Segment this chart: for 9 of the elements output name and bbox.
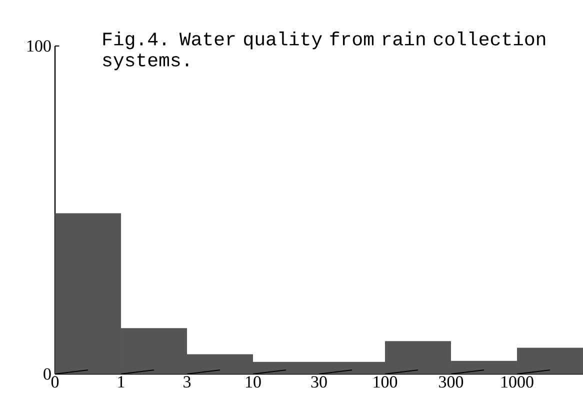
text: 300 — [439, 376, 464, 388]
text: 30 — [311, 376, 327, 388]
text: 3 — [184, 376, 191, 388]
text: 1000 — [501, 376, 534, 388]
text: 10 — [246, 376, 261, 388]
text: 100 — [374, 376, 398, 388]
chart-title: Fig.4. Water quality from rain collection systems. — [103, 32, 546, 70]
text: 0 — [51, 376, 59, 388]
text: 1 — [118, 376, 124, 388]
